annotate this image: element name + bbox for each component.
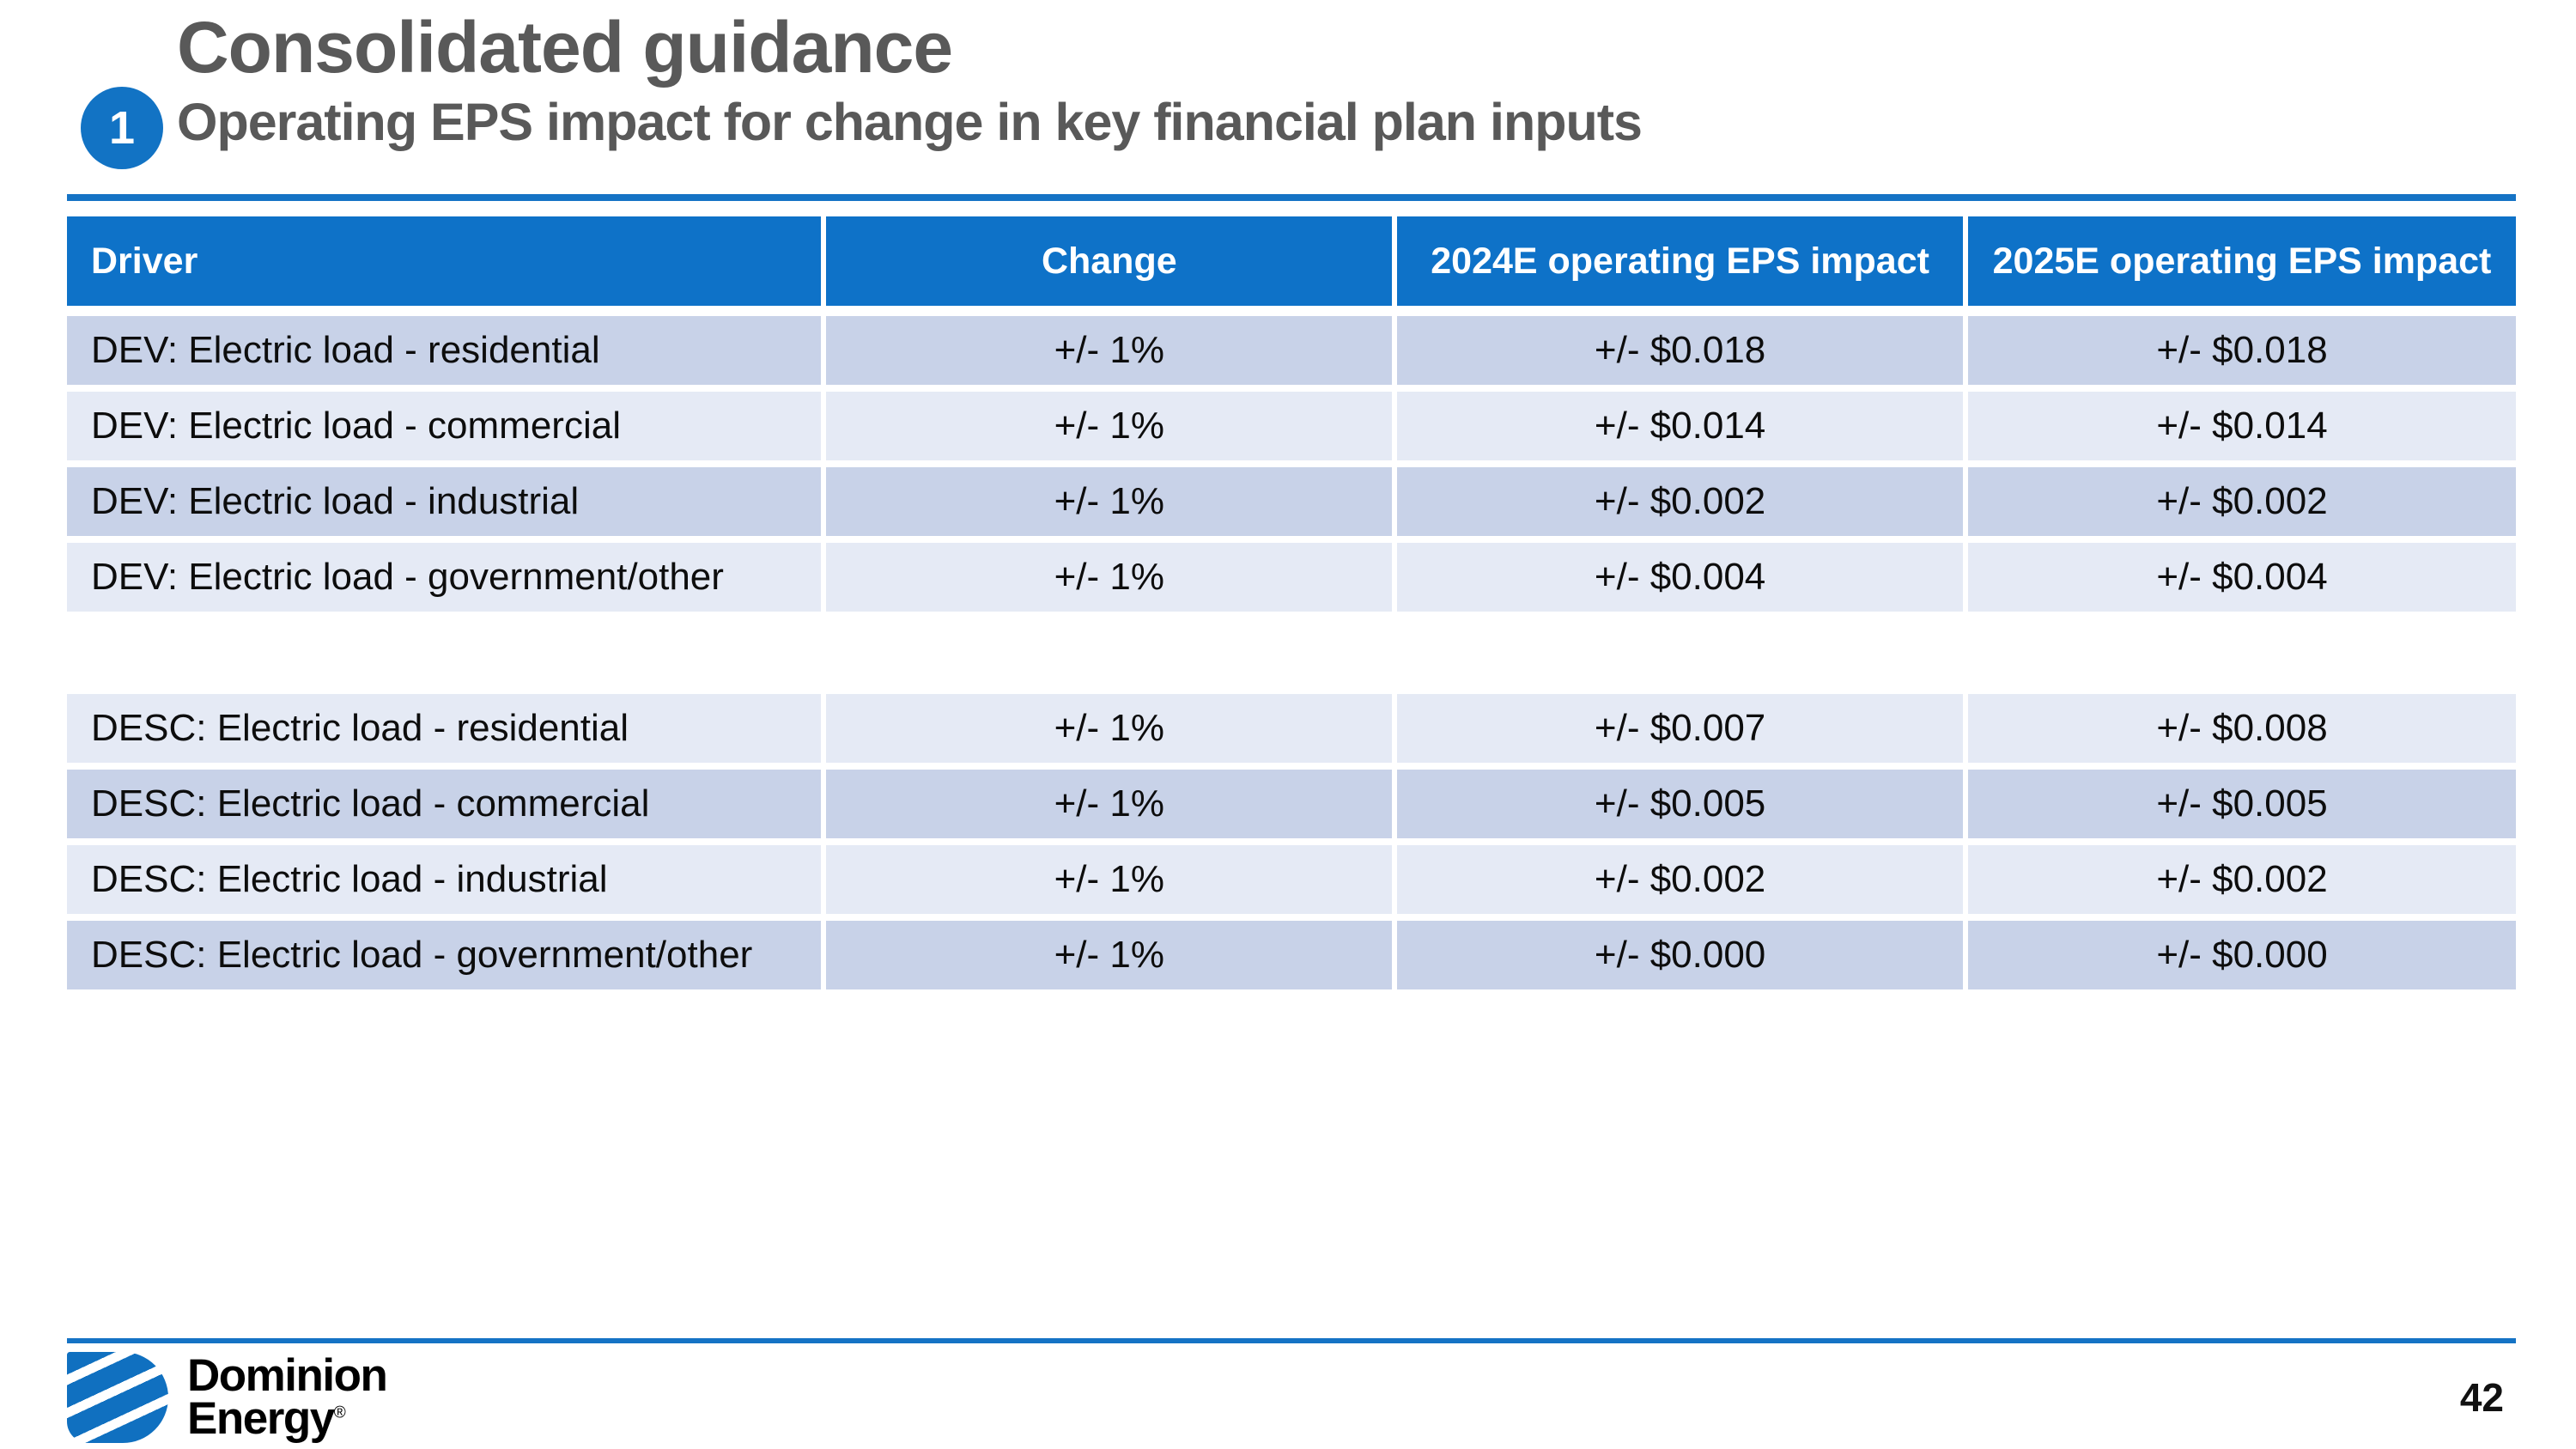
driver-cell: DESC: Electric load - residential bbox=[67, 694, 822, 763]
driver-cell: DEV: Electric load - residential bbox=[67, 316, 822, 385]
change-cell: +/- 1% bbox=[826, 392, 1393, 460]
driver-cell: DEV: Electric load - commercial bbox=[67, 392, 822, 460]
eps-2024-cell: +/- $0.018 bbox=[1397, 316, 1963, 385]
table-row: DESC: Electric load - commercial +/- 1% … bbox=[67, 770, 2516, 838]
logo-wordmark: Dominion Energy® bbox=[187, 1349, 388, 1444]
eps-impact-table: Driver Change 2024E operating EPS impact… bbox=[67, 216, 2516, 996]
table-row: DEV: Electric load - residential +/- 1% … bbox=[67, 316, 2516, 385]
driver-cell: DESC: Electric load - government/other bbox=[67, 921, 822, 989]
dominion-d-logo-icon bbox=[67, 1352, 168, 1443]
change-cell: +/- 1% bbox=[826, 316, 1393, 385]
page-number: 42 bbox=[2459, 1375, 2504, 1420]
column-header-driver: Driver bbox=[67, 216, 822, 306]
driver-cell: DEV: Electric load - industrial bbox=[67, 467, 822, 536]
logo-wordmark-line1: Dominion bbox=[187, 1349, 388, 1401]
eps-2025-cell: +/- $0.014 bbox=[1968, 392, 2516, 460]
change-cell: +/- 1% bbox=[826, 845, 1393, 914]
eps-2024-cell: +/- $0.005 bbox=[1397, 770, 1963, 838]
logo-wordmark-line2: Energy® bbox=[187, 1393, 346, 1444]
eps-2024-cell: +/- $0.007 bbox=[1397, 694, 1963, 763]
change-cell: +/- 1% bbox=[826, 467, 1393, 536]
eps-2025-cell: +/- $0.005 bbox=[1968, 770, 2516, 838]
eps-2025-cell: +/- $0.018 bbox=[1968, 316, 2516, 385]
eps-2024-cell: +/- $0.014 bbox=[1397, 392, 1963, 460]
eps-2024-cell: +/- $0.002 bbox=[1397, 845, 1963, 914]
eps-2025-cell: +/- $0.002 bbox=[1968, 845, 2516, 914]
eps-2024-cell: +/- $0.002 bbox=[1397, 467, 1963, 536]
change-cell: +/- 1% bbox=[826, 921, 1393, 989]
driver-cell: DESC: Electric load - industrial bbox=[67, 845, 822, 914]
eps-2024-cell: +/- $0.004 bbox=[1397, 543, 1963, 612]
table-row: DEV: Electric load - commercial +/- 1% +… bbox=[67, 392, 2516, 460]
eps-2025-cell: +/- $0.000 bbox=[1968, 921, 2516, 989]
page-subtitle: Operating EPS impact for change in key f… bbox=[177, 93, 1643, 152]
table-row: DEV: Electric load - industrial +/- 1% +… bbox=[67, 467, 2516, 536]
page-title: Consolidated guidance bbox=[177, 7, 953, 88]
table-header-row: Driver Change 2024E operating EPS impact… bbox=[67, 216, 2516, 306]
dominion-energy-logo: Dominion Energy® bbox=[67, 1349, 388, 1444]
table-row: DESC: Electric load - residential +/- 1%… bbox=[67, 694, 2516, 763]
eps-2024-cell: +/- $0.000 bbox=[1397, 921, 1963, 989]
table-row: DEV: Electric load - government/other +/… bbox=[67, 543, 2516, 612]
driver-cell: DESC: Electric load - commercial bbox=[67, 770, 822, 838]
eps-2025-cell: +/- $0.008 bbox=[1968, 694, 2516, 763]
registered-trademark-symbol: ® bbox=[333, 1403, 346, 1422]
eps-2025-cell: +/- $0.002 bbox=[1968, 467, 2516, 536]
column-header-2025e-eps-impact: 2025E operating EPS impact bbox=[1968, 216, 2516, 306]
footer-divider-rule bbox=[67, 1338, 2516, 1343]
section-number: 1 bbox=[108, 102, 136, 154]
change-cell: +/- 1% bbox=[826, 694, 1393, 763]
driver-cell: DEV: Electric load - government/other bbox=[67, 543, 822, 612]
top-divider-rule bbox=[67, 194, 2516, 201]
table-row: DESC: Electric load - government/other +… bbox=[67, 921, 2516, 989]
column-header-2024e-eps-impact: 2024E operating EPS impact bbox=[1397, 216, 1963, 306]
section-number-badge: 1 bbox=[81, 87, 163, 169]
title-block: Consolidated guidance Operating EPS impa… bbox=[177, 7, 2495, 151]
table-row: DESC: Electric load - industrial +/- 1% … bbox=[67, 845, 2516, 914]
table-body: DEV: Electric load - residential +/- 1% … bbox=[67, 316, 2516, 989]
column-header-change: Change bbox=[826, 216, 1393, 306]
change-cell: +/- 1% bbox=[826, 543, 1393, 612]
eps-2025-cell: +/- $0.004 bbox=[1968, 543, 2516, 612]
change-cell: +/- 1% bbox=[826, 770, 1393, 838]
